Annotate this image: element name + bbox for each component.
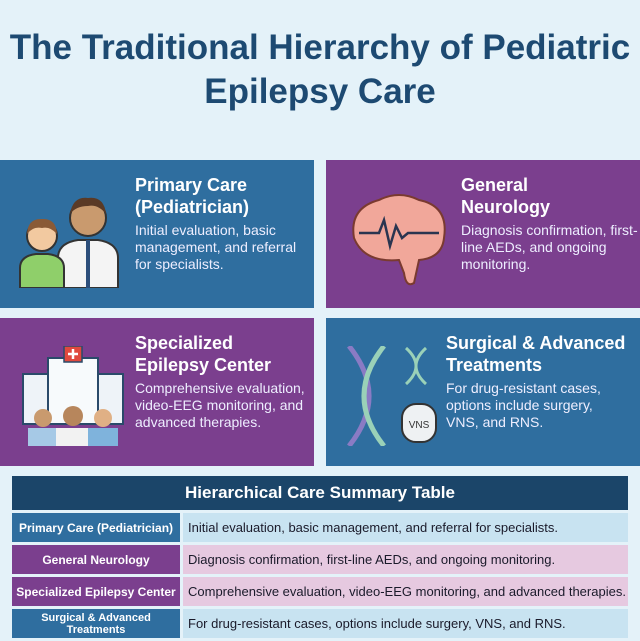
card-text: Comprehensive evaluation, video-EEG moni… [135,380,305,430]
description-cell: For drug-resistant cases, options includ… [183,609,628,638]
card-text: Diagnosis confirmation, first-line AEDs,… [461,222,638,272]
level-cell: Surgical & Advanced Treatments [12,609,180,638]
summary-table: Hierarchical Care Summary Table Primary … [12,476,628,641]
description-cell: Comprehensive evaluation, video-EEG moni… [183,577,628,606]
table-row: Primary Care (Pediatrician) Initial eval… [12,513,628,542]
description-cell: Initial evaluation, basic management, an… [183,513,628,542]
card-text: Initial evaluation, basic management, an… [135,222,297,272]
page-title: The Traditional Hierarchy of Pediatric E… [9,28,631,111]
table-row: Surgical & Advanced Treatments For drug-… [12,609,628,638]
card-primary-care: Primary Care (Pediatrician) Initial eval… [0,160,314,308]
hospital-team-icon [22,346,124,446]
card-title: Primary Care (Pediatrician) [135,175,250,217]
table-title: Hierarchical Care Summary Table [12,476,628,510]
table-row: Specialized Epilepsy Center Comprehensiv… [12,577,628,606]
table-row: General Neurology Diagnosis confirmation… [12,545,628,574]
description-cell: Diagnosis confirmation, first-line AEDs,… [183,545,628,574]
vns-device-label: VNS [409,420,430,431]
doctor-and-child-icon [19,197,119,288]
dna-vns-icon: VNS [347,346,437,446]
card-title: General Neurology [461,175,551,217]
level-cell: General Neurology [12,545,180,574]
brain-icon [352,194,446,286]
card-surgical-advanced: VNS Surgical & Advanced Treatments For d… [326,318,640,466]
level-cell: Primary Care (Pediatrician) [12,513,180,542]
level-cell: Specialized Epilepsy Center [12,577,180,606]
card-title: Specialized Epilepsy Center [135,333,272,375]
card-title: Surgical & Advanced Treatments [446,333,626,375]
card-text: For drug-resistant cases, options includ… [446,380,601,430]
card-specialized-center: Specialized Epilepsy Center Comprehensiv… [0,318,314,466]
card-general-neurology: General Neurology Diagnosis confirmation… [326,160,640,308]
